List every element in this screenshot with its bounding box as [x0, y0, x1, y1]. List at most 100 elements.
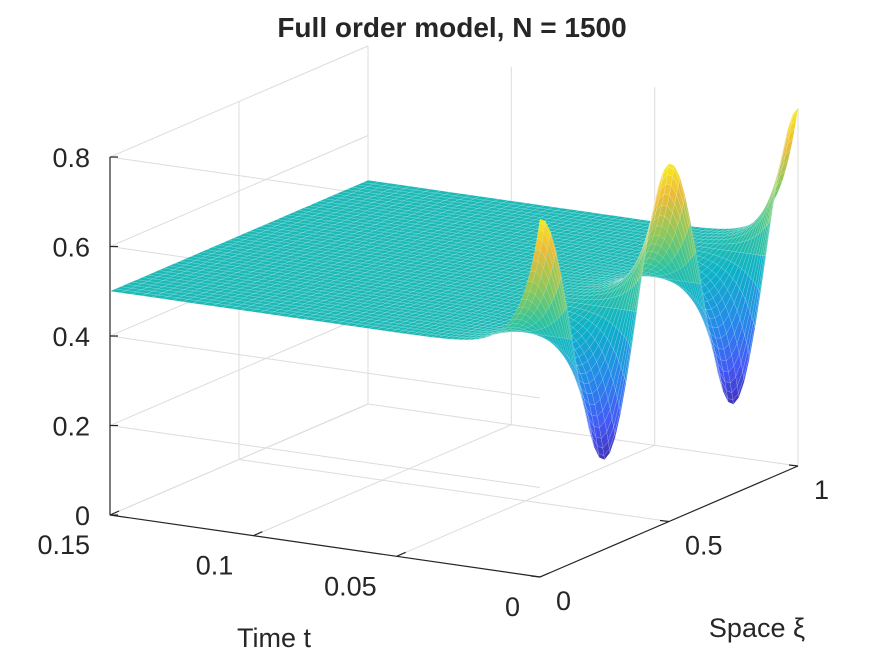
surface-patch [505, 262, 520, 267]
surface-patch [502, 240, 518, 245]
surface-patch [280, 233, 298, 238]
surface-patch [379, 303, 395, 307]
surface-patch [345, 187, 364, 192]
surface-patch [341, 309, 357, 314]
surface-patch [384, 309, 400, 314]
surface-patch [294, 300, 311, 305]
surface-patch [459, 218, 476, 223]
surface-patch [221, 304, 238, 309]
surface-patch [591, 388, 601, 406]
surface-patch [590, 234, 605, 239]
surface-patch [120, 290, 138, 295]
surface-patch [435, 292, 451, 297]
surface-patch [497, 252, 513, 256]
surface-patch [328, 295, 345, 300]
surface-patch [324, 307, 340, 312]
surface-patch [545, 222, 561, 226]
surface-patch [434, 326, 448, 330]
surface-patch [302, 205, 321, 210]
surface-patch [462, 206, 479, 211]
surface-patch [636, 274, 643, 312]
surface-patch [387, 205, 404, 210]
surface-patch [404, 331, 419, 335]
surface-patch [684, 195, 691, 224]
surface-patch [464, 194, 481, 199]
surface-patch [408, 304, 424, 308]
surface-patch [573, 280, 585, 284]
surface-patch [344, 313, 360, 318]
surface-patch [451, 322, 465, 327]
surface-patch [462, 262, 478, 267]
surface-patch [403, 192, 421, 197]
surface-patch [747, 280, 756, 313]
surface-patch [361, 198, 379, 203]
surface-patch [354, 299, 370, 304]
surface-patch [585, 288, 597, 293]
surface-patch [308, 203, 326, 208]
surface-patch [630, 221, 645, 226]
surface-patch [393, 184, 411, 189]
surface-patch [652, 271, 663, 277]
surface-patch [376, 243, 393, 248]
surface-patch [785, 138, 794, 156]
surface-patch [279, 251, 297, 256]
surface-patch [495, 248, 510, 253]
surface-patch [311, 243, 328, 248]
surface-patch [677, 246, 687, 267]
surface-patch [524, 231, 540, 236]
surface-patch [383, 282, 400, 286]
surface-patch [337, 296, 353, 301]
surface-patch [592, 250, 607, 255]
surface-patch [367, 288, 383, 293]
surface-patch [415, 215, 433, 220]
surface-patch [276, 312, 293, 317]
surface-patch [338, 306, 354, 311]
surface-patch [603, 448, 611, 461]
surface-patch [635, 231, 650, 236]
surface-patch [589, 212, 604, 217]
surface-patch [349, 311, 365, 315]
surface-patch [469, 245, 486, 249]
surface-patch [590, 276, 602, 280]
surface-patch [456, 255, 472, 260]
surface-patch [412, 233, 429, 238]
x-tick-label: 0 [505, 592, 520, 622]
surface-patch [297, 226, 315, 231]
surface-patch [423, 259, 439, 264]
surface-patch [755, 228, 765, 256]
surface-patch [547, 340, 558, 349]
surface-patch [542, 218, 558, 223]
surface-patch [329, 212, 347, 217]
surface-patch [583, 246, 598, 250]
surface-patch [470, 272, 486, 277]
surface-patch [548, 225, 564, 230]
surface-patch [249, 228, 267, 233]
z-tick-label: 0 [75, 501, 90, 531]
surface-patch [178, 283, 196, 288]
surface-patch [368, 326, 383, 330]
surface-patch [178, 277, 196, 282]
surface-patch [478, 274, 494, 278]
surface-patch [619, 381, 627, 414]
surface-patch [336, 244, 353, 249]
surface-patch [422, 207, 439, 212]
surface-patch [573, 250, 587, 255]
surface-patch [729, 263, 739, 280]
surface-patch [722, 387, 729, 403]
surface-patch [503, 249, 518, 254]
surface-patch [609, 308, 619, 325]
surface-patch [651, 189, 658, 218]
surface-patch [438, 200, 455, 205]
surface-patch [499, 273, 514, 278]
surface-patch [516, 248, 532, 253]
surface-patch [349, 301, 365, 306]
surface-patch [468, 235, 485, 240]
surface-patch [384, 291, 400, 296]
surface-patch [461, 332, 473, 336]
surface-patch [365, 214, 383, 219]
surface-patch [606, 270, 618, 274]
surface-patch [223, 292, 240, 297]
surface-patch [494, 239, 510, 244]
surface-patch [668, 260, 678, 273]
surface-patch [419, 290, 435, 295]
